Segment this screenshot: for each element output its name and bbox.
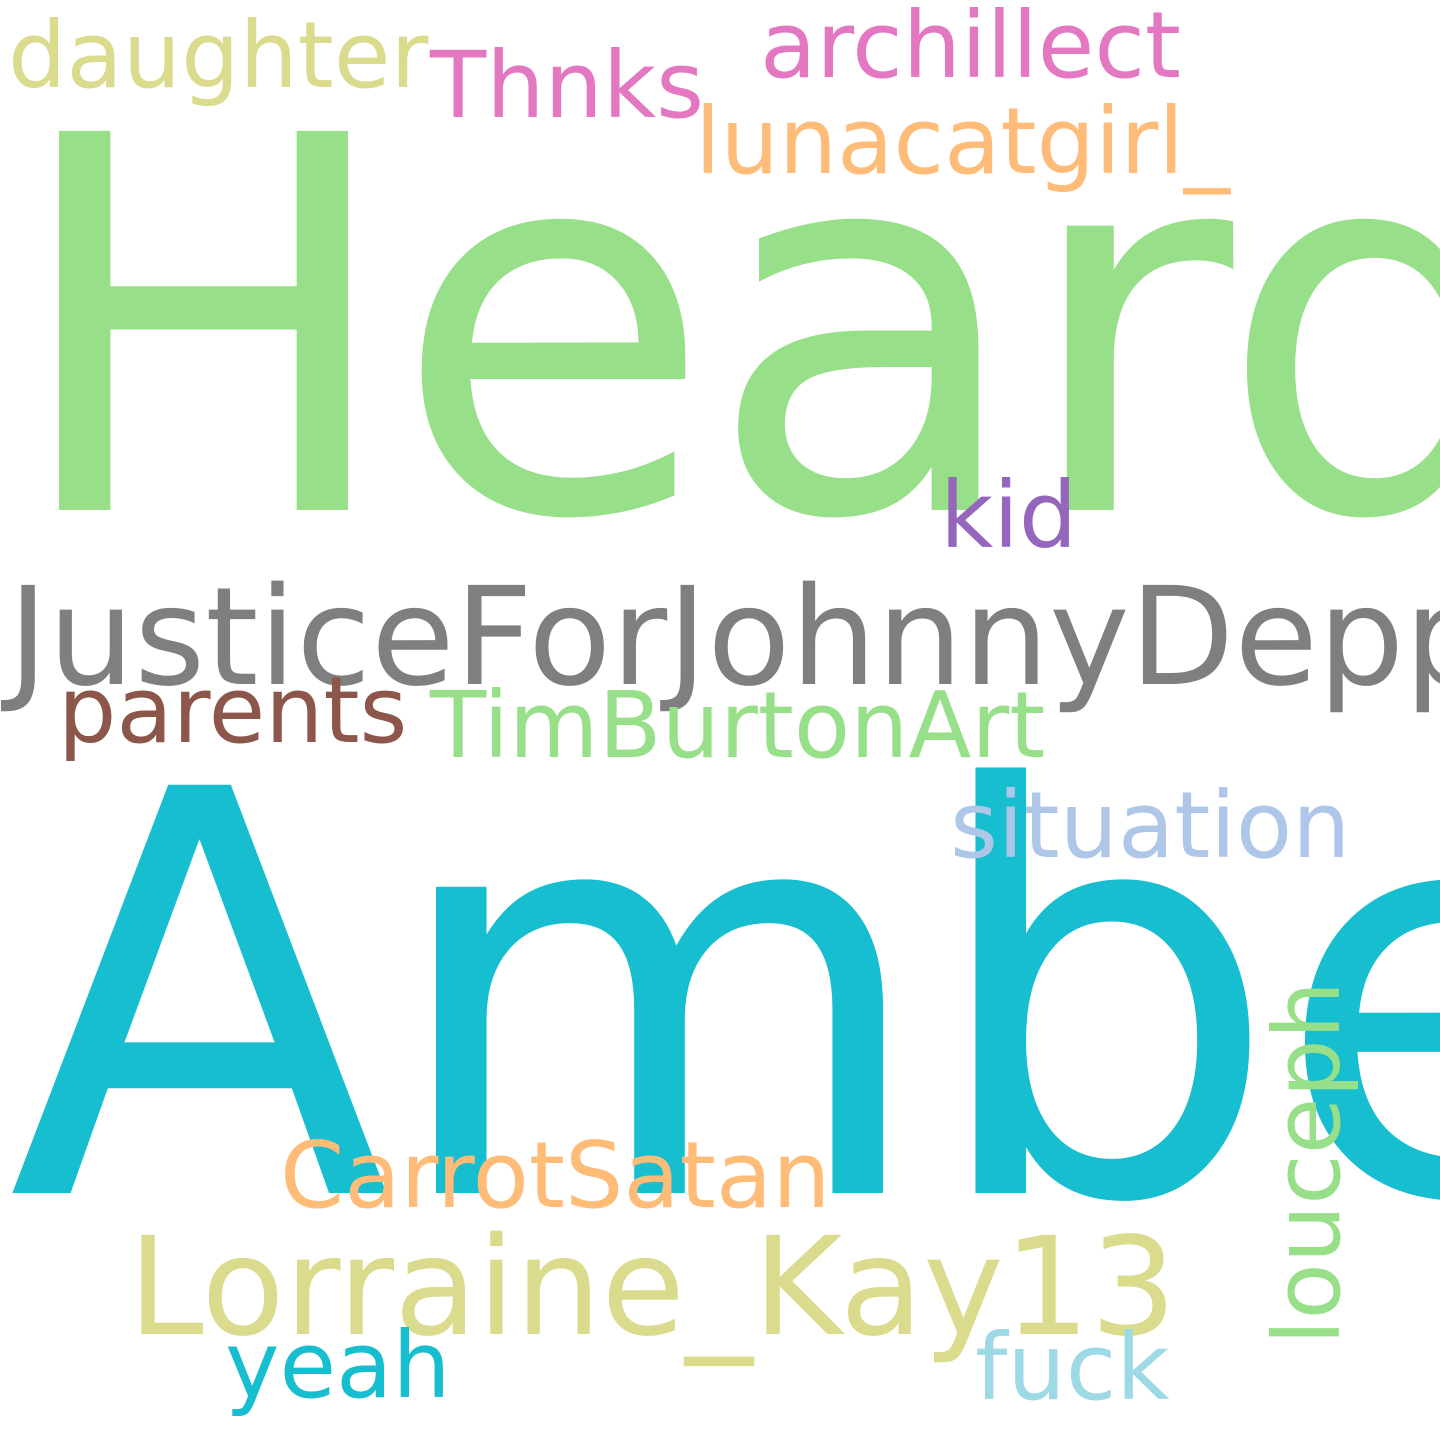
word-louceph: louceph — [1254, 980, 1361, 1345]
word-fuck: fuck — [975, 1314, 1170, 1421]
word-yeah: yeah — [225, 1312, 451, 1419]
word-kid: kid — [940, 462, 1078, 569]
word-situation: situation — [950, 772, 1351, 879]
word-daughter: daughter — [8, 2, 429, 109]
word-thnks: Thnks — [430, 32, 705, 139]
word-archillect: archillect — [760, 0, 1182, 99]
word-carrotsatan: CarrotSatan — [280, 1122, 831, 1229]
word-lunacatgirl: lunacatgirl_ — [695, 88, 1230, 195]
word-amber: Amber — [8, 674, 1440, 1326]
word-timburtonart: TimBurtonArt — [430, 672, 1046, 779]
word-lorraine-kay13: Lorraine_Kay13 — [128, 1209, 1177, 1367]
word-parents: parents — [58, 657, 408, 764]
word-justicefordjohnnydepp: JusticeForJohnnyDepp — [8, 559, 1440, 717]
word-heard: Heard — [8, 27, 1440, 633]
